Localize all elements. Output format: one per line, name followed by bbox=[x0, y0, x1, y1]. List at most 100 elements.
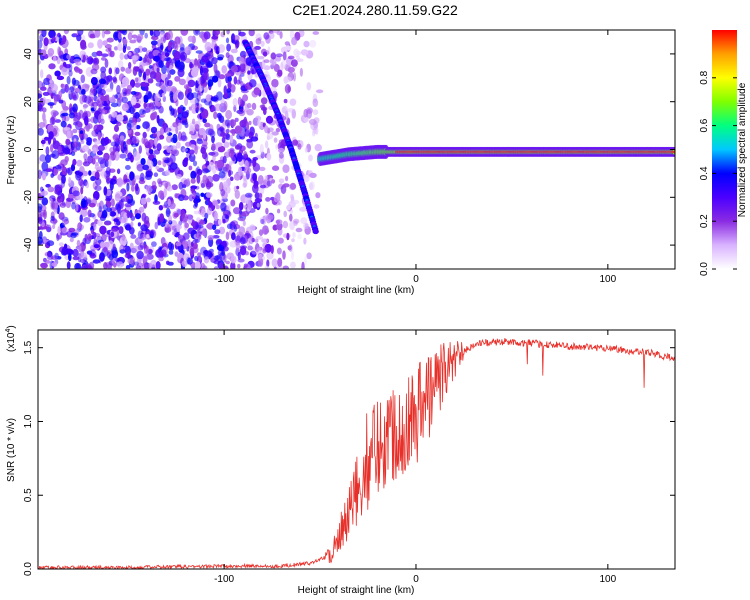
heatmap-cell bbox=[218, 171, 226, 179]
heatmap-cell bbox=[57, 46, 61, 56]
heatmap-cell bbox=[70, 146, 78, 153]
heatmap-cell bbox=[194, 144, 198, 155]
heatmap-cell bbox=[38, 80, 43, 89]
heatmap-cell bbox=[220, 240, 229, 248]
heatmap-cell bbox=[289, 213, 293, 222]
heatmap-cell bbox=[229, 161, 233, 166]
heatmap-cell bbox=[213, 63, 218, 74]
heatmap-cell bbox=[114, 151, 120, 161]
heatmap-cell bbox=[135, 125, 141, 130]
heatmap-cell bbox=[38, 93, 43, 99]
colorbar-tick-label: 0.0 bbox=[699, 262, 710, 276]
heatmap-cell bbox=[38, 40, 43, 49]
heatmap-cell bbox=[113, 46, 119, 51]
heatmap-cell bbox=[98, 106, 102, 112]
heatmap-cell bbox=[151, 185, 157, 190]
heatmap-cell bbox=[177, 91, 184, 100]
y-multiplier-exponent: 4 bbox=[5, 329, 12, 333]
heatmap-cell bbox=[119, 135, 125, 142]
heatmap-cell bbox=[93, 244, 100, 249]
heatmap-cell bbox=[145, 185, 153, 194]
heatmap-cell bbox=[283, 98, 288, 104]
heatmap-cell bbox=[246, 102, 252, 109]
heatmap-cell bbox=[51, 36, 56, 42]
heatmap-cell bbox=[93, 155, 100, 160]
heatmap-cell bbox=[229, 176, 234, 182]
heatmap-cell bbox=[243, 175, 247, 182]
heatmap-cell bbox=[38, 231, 43, 240]
heatmap-cell bbox=[297, 143, 302, 150]
heatmap-cell bbox=[120, 211, 127, 218]
top-y-ticks: -40 -20 0 20 40 bbox=[23, 48, 675, 252]
heatmap-cell bbox=[81, 88, 86, 95]
heatmap-cell bbox=[171, 231, 176, 236]
heatmap-cell bbox=[126, 46, 131, 51]
heatmap-cell bbox=[173, 50, 181, 61]
heatmap-cell bbox=[233, 35, 240, 42]
heatmap-cell bbox=[257, 118, 261, 128]
heatmap-cell bbox=[220, 202, 227, 211]
heatmap-cell bbox=[237, 96, 242, 106]
heatmap-cell bbox=[239, 217, 246, 222]
heatmap-cell bbox=[118, 226, 124, 235]
heatmap-cell bbox=[135, 117, 141, 123]
heatmap-cell bbox=[253, 87, 261, 96]
heatmap-cell bbox=[112, 76, 117, 83]
heatmap-cell bbox=[106, 250, 112, 255]
heatmap-cell bbox=[281, 107, 287, 114]
heatmap-cell bbox=[234, 189, 240, 199]
heatmap-cell bbox=[66, 130, 71, 140]
heatmap-cell bbox=[59, 54, 67, 60]
heatmap-cell bbox=[299, 206, 307, 212]
heatmap-cell bbox=[196, 168, 203, 176]
heatmap-cell bbox=[53, 95, 57, 106]
heatmap-cell bbox=[207, 235, 215, 241]
heatmap-cell bbox=[130, 184, 135, 192]
heatmap-cell bbox=[86, 57, 94, 65]
heatmap-cell bbox=[295, 227, 303, 233]
heatmap-cell bbox=[72, 128, 78, 134]
heatmap-cell bbox=[204, 41, 212, 52]
heatmap-cell bbox=[42, 112, 46, 122]
heatmap-cell bbox=[144, 32, 148, 39]
heatmap-cell bbox=[79, 224, 84, 231]
heatmap-cell bbox=[247, 70, 251, 75]
heatmap-cell bbox=[122, 141, 127, 150]
heatmap-cell bbox=[218, 262, 224, 269]
heatmap-cell bbox=[156, 143, 162, 152]
heatmap-cell bbox=[73, 79, 80, 86]
trace-point bbox=[672, 150, 675, 154]
heatmap-cell bbox=[205, 94, 212, 102]
heatmap-cell bbox=[42, 172, 46, 181]
heatmap-cell bbox=[105, 166, 111, 175]
heatmap-cell bbox=[76, 34, 82, 42]
y-tick-label: 0.0 bbox=[23, 562, 34, 576]
heatmap-cell bbox=[145, 245, 150, 256]
heatmap-cell bbox=[109, 211, 117, 217]
heatmap-cell bbox=[114, 257, 120, 262]
heatmap-cell bbox=[229, 134, 234, 144]
heatmap-cell bbox=[54, 70, 61, 77]
heatmap-cell bbox=[167, 241, 173, 251]
heatmap-cell bbox=[163, 187, 167, 198]
heatmap-cell bbox=[138, 64, 144, 75]
top-x-ticks: -100 0 100 bbox=[214, 30, 617, 285]
heatmap-cell bbox=[204, 122, 211, 128]
heatmap-cell bbox=[197, 252, 202, 257]
heatmap-cell bbox=[267, 127, 274, 133]
heatmap-cell bbox=[164, 127, 172, 132]
heatmap-cell bbox=[239, 245, 248, 250]
heatmap-cell bbox=[38, 102, 43, 111]
heatmap-cell bbox=[231, 232, 236, 241]
heatmap-cell bbox=[148, 102, 154, 110]
heatmap-cell bbox=[112, 133, 120, 142]
heatmap-cell bbox=[210, 96, 218, 102]
heatmap-cell bbox=[116, 138, 121, 143]
heatmap-cell bbox=[194, 120, 201, 129]
heatmap-cell bbox=[64, 156, 69, 163]
heatmap-cell bbox=[277, 257, 283, 267]
heatmap-cell bbox=[148, 149, 154, 155]
heatmap-cell bbox=[266, 259, 270, 268]
heatmap-cell bbox=[106, 177, 110, 185]
colorbar-ticks: 0.0 0.2 0.4 0.6 0.8 bbox=[699, 70, 737, 276]
